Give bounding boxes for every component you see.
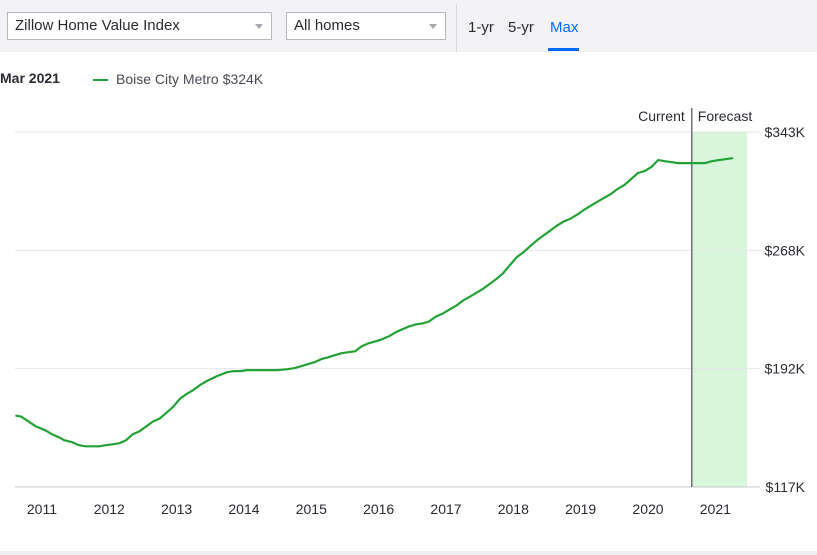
metric-select[interactable]: Zillow Home Value Index: [7, 12, 272, 40]
series-line: [15, 157, 734, 448]
legend-swatch: [93, 79, 108, 81]
metric-select-value: Zillow Home Value Index: [15, 17, 180, 34]
x-tick-label: 2013: [161, 501, 192, 517]
hover-date-label: Mar 2021: [0, 70, 60, 86]
legend-entry: Boise City Metro $324K: [116, 71, 263, 87]
y-tick-label: $268K: [765, 242, 806, 258]
chart-toolbar: Zillow Home Value Index All homes 1-yr 5…: [0, 0, 817, 52]
x-tick-label: 2020: [632, 501, 663, 517]
chevron-down-icon: [429, 24, 437, 29]
x-tick-label: 2018: [498, 501, 529, 517]
x-tick-label: 2014: [228, 501, 259, 517]
chevron-down-icon: [255, 24, 263, 29]
x-tick-label: 2021: [700, 501, 731, 517]
bottom-divider: [0, 551, 817, 555]
x-tick-label: 2012: [94, 501, 125, 517]
home-type-select[interactable]: All homes: [286, 12, 446, 40]
current-label: Current: [638, 108, 685, 124]
active-tab-indicator: [548, 48, 579, 51]
range-tab-5yr[interactable]: 5-yr: [508, 19, 534, 36]
x-tick-label: 2011: [27, 501, 57, 517]
forecast-label: Forecast: [698, 108, 753, 124]
toolbar-divider: [456, 4, 457, 52]
home-type-select-value: All homes: [294, 17, 360, 34]
x-tick-label: 2016: [363, 501, 394, 517]
legend-series-value: $324K: [222, 71, 264, 87]
y-tick-label: $192K: [765, 361, 806, 377]
x-tick-label: 2015: [296, 501, 327, 517]
x-tick-label: 2017: [430, 501, 461, 517]
legend-series-name: Boise City Metro: [116, 71, 219, 87]
y-tick-label: $343K: [765, 124, 806, 140]
range-tab-max[interactable]: Max: [550, 19, 579, 36]
forecast-region: [691, 132, 747, 487]
x-tick-label: 2019: [565, 501, 596, 517]
range-tab-1yr[interactable]: 1-yr: [468, 19, 494, 36]
y-tick-label: $117K: [766, 479, 806, 495]
